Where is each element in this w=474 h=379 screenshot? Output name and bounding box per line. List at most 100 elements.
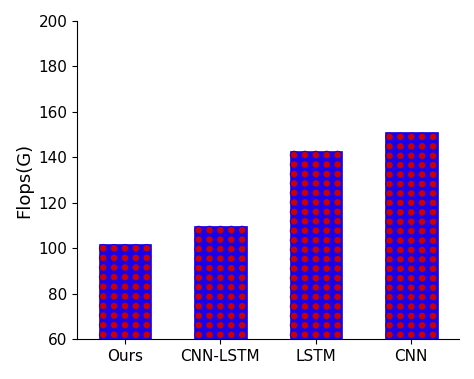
Ellipse shape [419,143,426,150]
Ellipse shape [386,321,393,329]
Ellipse shape [238,236,246,243]
Ellipse shape [238,265,246,272]
Ellipse shape [143,321,151,329]
Ellipse shape [419,246,426,254]
Ellipse shape [301,284,309,291]
Ellipse shape [312,170,319,178]
Ellipse shape [429,152,437,160]
Ellipse shape [312,189,319,197]
Ellipse shape [290,218,298,225]
Ellipse shape [195,321,202,329]
Ellipse shape [217,321,224,329]
Ellipse shape [334,170,341,178]
Ellipse shape [397,255,404,263]
Ellipse shape [429,321,437,329]
Ellipse shape [195,331,202,338]
Ellipse shape [408,171,415,179]
Ellipse shape [206,226,213,234]
Ellipse shape [397,246,404,254]
Ellipse shape [301,246,309,254]
Ellipse shape [386,152,393,160]
Ellipse shape [408,246,415,254]
Ellipse shape [323,236,330,244]
Ellipse shape [397,237,404,244]
Ellipse shape [312,199,319,206]
Ellipse shape [290,151,298,159]
Ellipse shape [408,227,415,235]
Ellipse shape [334,161,341,168]
Ellipse shape [301,180,309,187]
Ellipse shape [290,236,298,244]
Ellipse shape [429,255,437,263]
Ellipse shape [419,199,426,207]
Ellipse shape [100,273,107,281]
Ellipse shape [110,254,118,262]
Ellipse shape [195,265,202,272]
Ellipse shape [429,331,437,338]
Ellipse shape [132,302,140,310]
Ellipse shape [217,245,224,253]
Ellipse shape [408,143,415,150]
Ellipse shape [408,199,415,207]
Ellipse shape [121,273,129,281]
Ellipse shape [429,227,437,235]
Ellipse shape [121,264,129,271]
Ellipse shape [323,293,330,301]
Ellipse shape [195,226,202,234]
Ellipse shape [206,245,213,253]
Ellipse shape [228,245,235,253]
Ellipse shape [301,189,309,197]
Ellipse shape [323,180,330,187]
Ellipse shape [206,293,213,301]
Ellipse shape [217,236,224,243]
Ellipse shape [334,189,341,197]
Ellipse shape [397,152,404,160]
Ellipse shape [408,152,415,160]
Ellipse shape [312,293,319,301]
Ellipse shape [121,302,129,310]
Ellipse shape [323,312,330,319]
Ellipse shape [290,302,298,310]
Ellipse shape [429,133,437,141]
Ellipse shape [110,283,118,291]
Ellipse shape [386,274,393,282]
Ellipse shape [228,293,235,301]
Ellipse shape [408,284,415,291]
Ellipse shape [238,245,246,253]
Ellipse shape [301,312,309,319]
Ellipse shape [195,302,202,310]
Ellipse shape [290,255,298,263]
Ellipse shape [290,180,298,187]
Ellipse shape [110,321,118,329]
Ellipse shape [238,255,246,262]
Ellipse shape [132,283,140,291]
Ellipse shape [110,312,118,319]
Ellipse shape [290,274,298,282]
Ellipse shape [312,151,319,159]
Ellipse shape [419,171,426,179]
Ellipse shape [143,254,151,262]
Ellipse shape [217,265,224,272]
Ellipse shape [323,302,330,310]
Ellipse shape [301,302,309,310]
Ellipse shape [397,180,404,188]
Ellipse shape [290,189,298,197]
Ellipse shape [100,254,107,262]
Ellipse shape [217,226,224,234]
Ellipse shape [419,312,426,320]
Ellipse shape [334,236,341,244]
Ellipse shape [312,312,319,319]
Ellipse shape [334,284,341,291]
Ellipse shape [323,284,330,291]
Ellipse shape [143,293,151,300]
Ellipse shape [397,208,404,216]
Ellipse shape [386,284,393,291]
Ellipse shape [408,293,415,301]
Ellipse shape [323,170,330,178]
Ellipse shape [386,171,393,179]
Ellipse shape [397,133,404,141]
Ellipse shape [228,274,235,282]
Ellipse shape [121,244,129,252]
Ellipse shape [290,161,298,168]
Ellipse shape [121,293,129,300]
